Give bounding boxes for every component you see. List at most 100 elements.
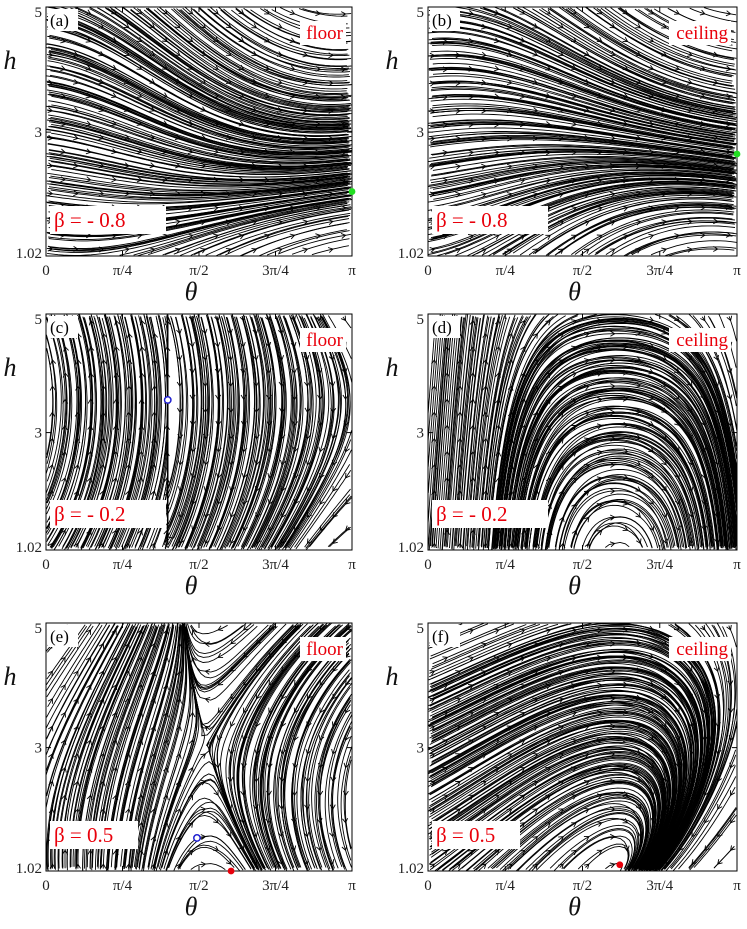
streamline-arrow <box>442 656 449 662</box>
y-tick-label: 5 <box>417 312 425 328</box>
streamline-arrow <box>691 859 697 865</box>
streamline <box>432 73 733 137</box>
streamline-arrow <box>317 394 323 401</box>
streamline-arrow <box>674 120 680 127</box>
streamline-arrow <box>281 638 287 645</box>
panel-label-text: (b) <box>432 11 452 30</box>
streamline <box>428 14 735 114</box>
streamline <box>430 136 734 159</box>
streamline-arrow <box>340 232 347 239</box>
streamline-arrow <box>687 134 693 141</box>
streamline-arrow <box>176 355 183 361</box>
streamline-arrow <box>520 346 526 352</box>
streamline-arrow <box>213 92 219 98</box>
x-tick-label: 0 <box>424 263 432 279</box>
streamline-arrow <box>686 79 693 85</box>
streamline <box>270 315 324 550</box>
streamline-arrow <box>292 446 299 453</box>
streamline-arrow <box>254 749 261 755</box>
streamline <box>563 490 672 550</box>
streamline <box>97 7 348 117</box>
streamline <box>46 625 119 771</box>
streamline <box>276 642 350 869</box>
streamline-arrow <box>583 836 590 842</box>
streamline-arrow <box>216 472 222 479</box>
streamline-arrow <box>293 707 300 714</box>
streamline-arrow <box>150 670 156 677</box>
surface-label-text: floor <box>306 23 344 44</box>
streamline-arrow <box>60 148 66 155</box>
beta-label-text: β = 0.5 <box>436 823 495 847</box>
x-axis-label: θ <box>185 277 198 306</box>
streamline-arrow <box>648 92 655 99</box>
streamline <box>263 314 314 550</box>
streamline <box>50 23 352 131</box>
streamline-arrow <box>289 9 296 16</box>
streamline <box>214 317 251 548</box>
streamline-arrow <box>264 120 270 127</box>
streamline <box>305 494 351 549</box>
streamline-arrow <box>124 697 131 704</box>
streamline-arrow <box>280 459 286 466</box>
streamline <box>176 8 350 84</box>
streamline-arrow <box>124 725 131 732</box>
streamline <box>268 315 321 550</box>
streamline-arrow <box>583 106 590 113</box>
x-tick-label: π/2 <box>573 878 592 894</box>
streamline <box>196 316 231 547</box>
streamline <box>89 8 350 121</box>
streamline-arrow <box>328 52 334 59</box>
streamline-arrow <box>622 500 629 506</box>
streamline-arrow <box>507 359 514 365</box>
streamline <box>210 314 246 549</box>
streamline-arrow <box>493 37 500 44</box>
x-tick-label: π/2 <box>189 557 208 573</box>
panel-label-text: (f) <box>432 627 449 646</box>
streamline <box>430 26 736 120</box>
streamline <box>284 314 349 549</box>
x-tick-label: 0 <box>424 878 432 894</box>
streamline-arrow <box>213 148 219 155</box>
streamline <box>558 483 673 550</box>
streamline <box>428 316 447 550</box>
streamline-arrow <box>238 148 245 155</box>
streamline-arrow <box>303 354 310 361</box>
streamline <box>266 230 350 256</box>
streamline <box>570 500 660 547</box>
streamline-arrow <box>583 220 590 226</box>
streamline-arrow <box>340 149 347 156</box>
streamline <box>262 315 309 547</box>
streamline-arrow <box>699 9 706 16</box>
streamline-arrow <box>213 9 219 15</box>
streamline-arrow <box>293 624 300 631</box>
streamline <box>574 211 734 255</box>
streamline-arrow <box>676 790 683 797</box>
streamline <box>180 207 352 256</box>
streamline-arrow <box>520 319 526 326</box>
streamline <box>429 689 686 869</box>
beta-label: β = - 0.8 <box>432 206 548 234</box>
streamline <box>431 651 703 870</box>
streamline-arrow <box>545 92 552 99</box>
streamline <box>430 144 735 162</box>
streamline-arrow <box>200 753 207 759</box>
streamline <box>428 742 665 869</box>
streamline <box>259 229 347 256</box>
streamline-arrow <box>648 205 655 212</box>
streamline-arrow <box>149 78 156 84</box>
streamline <box>133 201 350 256</box>
beta-label-text: β = - 0.2 <box>436 502 508 526</box>
streamline-arrow <box>558 192 565 198</box>
x-tick-label: 0 <box>42 263 50 279</box>
streamline <box>548 463 683 548</box>
streamline <box>665 709 737 868</box>
streamline-arrow <box>151 359 158 365</box>
streamline-arrow <box>332 693 338 700</box>
x-tick-label: 3π/4 <box>262 263 289 279</box>
streamline-arrow <box>635 134 642 141</box>
streamline-arrow <box>726 315 733 322</box>
streamline-arrow <box>610 751 616 757</box>
streamline-arrow <box>495 398 502 405</box>
streamline-arrow <box>674 65 680 71</box>
streamline-arrow <box>328 80 334 87</box>
